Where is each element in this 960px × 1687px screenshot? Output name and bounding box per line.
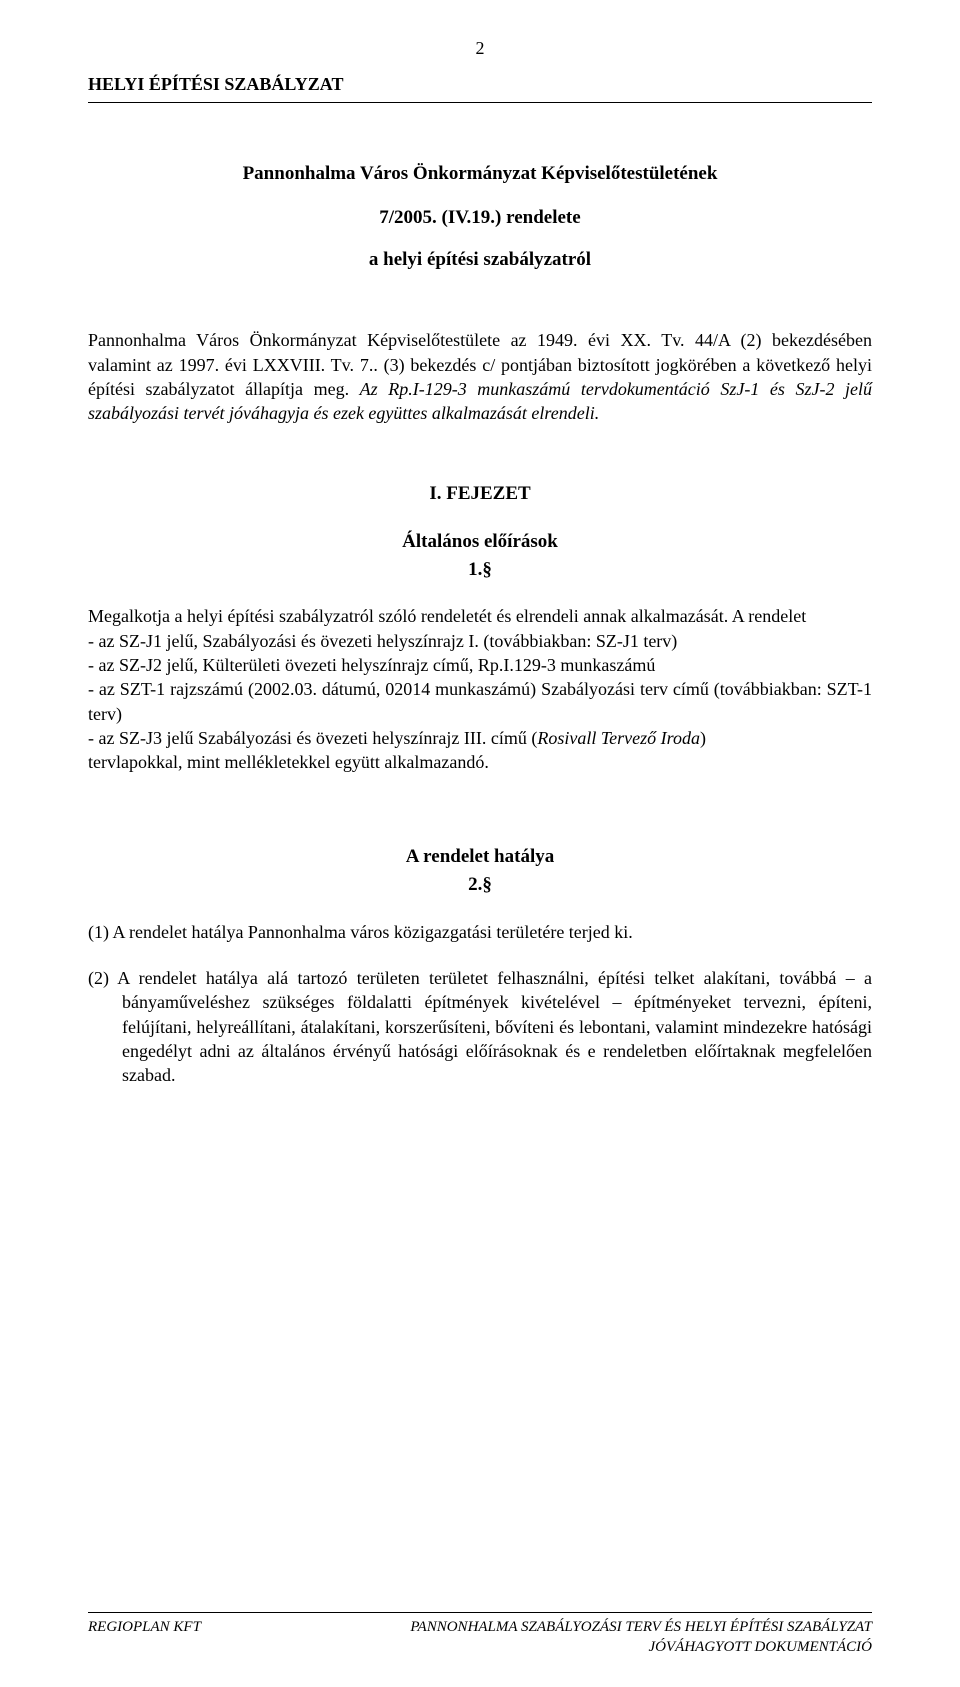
doc-subtitle-1: 7/2005. (IV.19.) rendelete bbox=[88, 205, 872, 231]
list-item: - az SZ-J1 jelű, Szabályozási és övezeti… bbox=[88, 629, 872, 653]
page-footer: REGIOPLAN KFT PANNONHALMA SZABÁLYOZÁSI T… bbox=[88, 1612, 872, 1658]
footer-left: REGIOPLAN KFT bbox=[88, 1617, 201, 1658]
list-item: - az SZT-1 rajzszámú (2002.03. dátumú, 0… bbox=[88, 677, 872, 726]
list-item: - az SZ-J2 jelű, Külterületi övezeti hel… bbox=[88, 653, 872, 677]
doc-title: Pannonhalma Város Önkormányzat Képviselő… bbox=[88, 161, 872, 187]
list-item-text-tail: ) bbox=[700, 728, 706, 748]
header-label: HELYI ÉPÍTÉSI SZABÁLYZAT bbox=[88, 72, 872, 96]
page-number: 2 bbox=[476, 36, 485, 60]
section1-list: - az SZ-J1 jelű, Szabályozási és övezeti… bbox=[88, 629, 872, 750]
section1-tail: tervlapokkal, mint mellékletekkel együtt… bbox=[88, 750, 872, 774]
section2-title: A rendelet hatálya bbox=[88, 844, 872, 870]
footer-right-line2: JÓVÁHAGYOTT DOKUMENTÁCIÓ bbox=[410, 1637, 872, 1657]
doc-subtitle-2: a helyi építési szabályzatról bbox=[88, 247, 872, 273]
chapter-section-number: 1.§ bbox=[88, 557, 872, 583]
section2-para2: (2) A rendelet hatálya alá tartozó terül… bbox=[88, 966, 872, 1087]
list-item-text: - az SZ-J3 jelű Szabályozási és övezeti … bbox=[88, 728, 537, 748]
section2-number: 2.§ bbox=[88, 872, 872, 898]
footer-right-line1: PANNONHALMA SZABÁLYOZÁSI TERV ÉS HELYI É… bbox=[410, 1617, 872, 1637]
list-item: - az SZ-J3 jelű Szabályozási és övezeti … bbox=[88, 726, 872, 750]
list-item-italic: Rosivall Tervező Iroda bbox=[537, 728, 700, 748]
chapter-subheading: Általános előírások bbox=[88, 529, 872, 555]
chapter-heading: I. FEJEZET bbox=[88, 481, 872, 507]
footer-rule bbox=[88, 1612, 872, 1613]
section2-para1: (1) A rendelet hatálya Pannonhalma város… bbox=[88, 920, 872, 944]
section1-intro: Megalkotja a helyi építési szabályzatról… bbox=[88, 604, 872, 628]
preamble: Pannonhalma Város Önkormányzat Képviselő… bbox=[88, 328, 872, 425]
header-rule bbox=[88, 102, 872, 103]
